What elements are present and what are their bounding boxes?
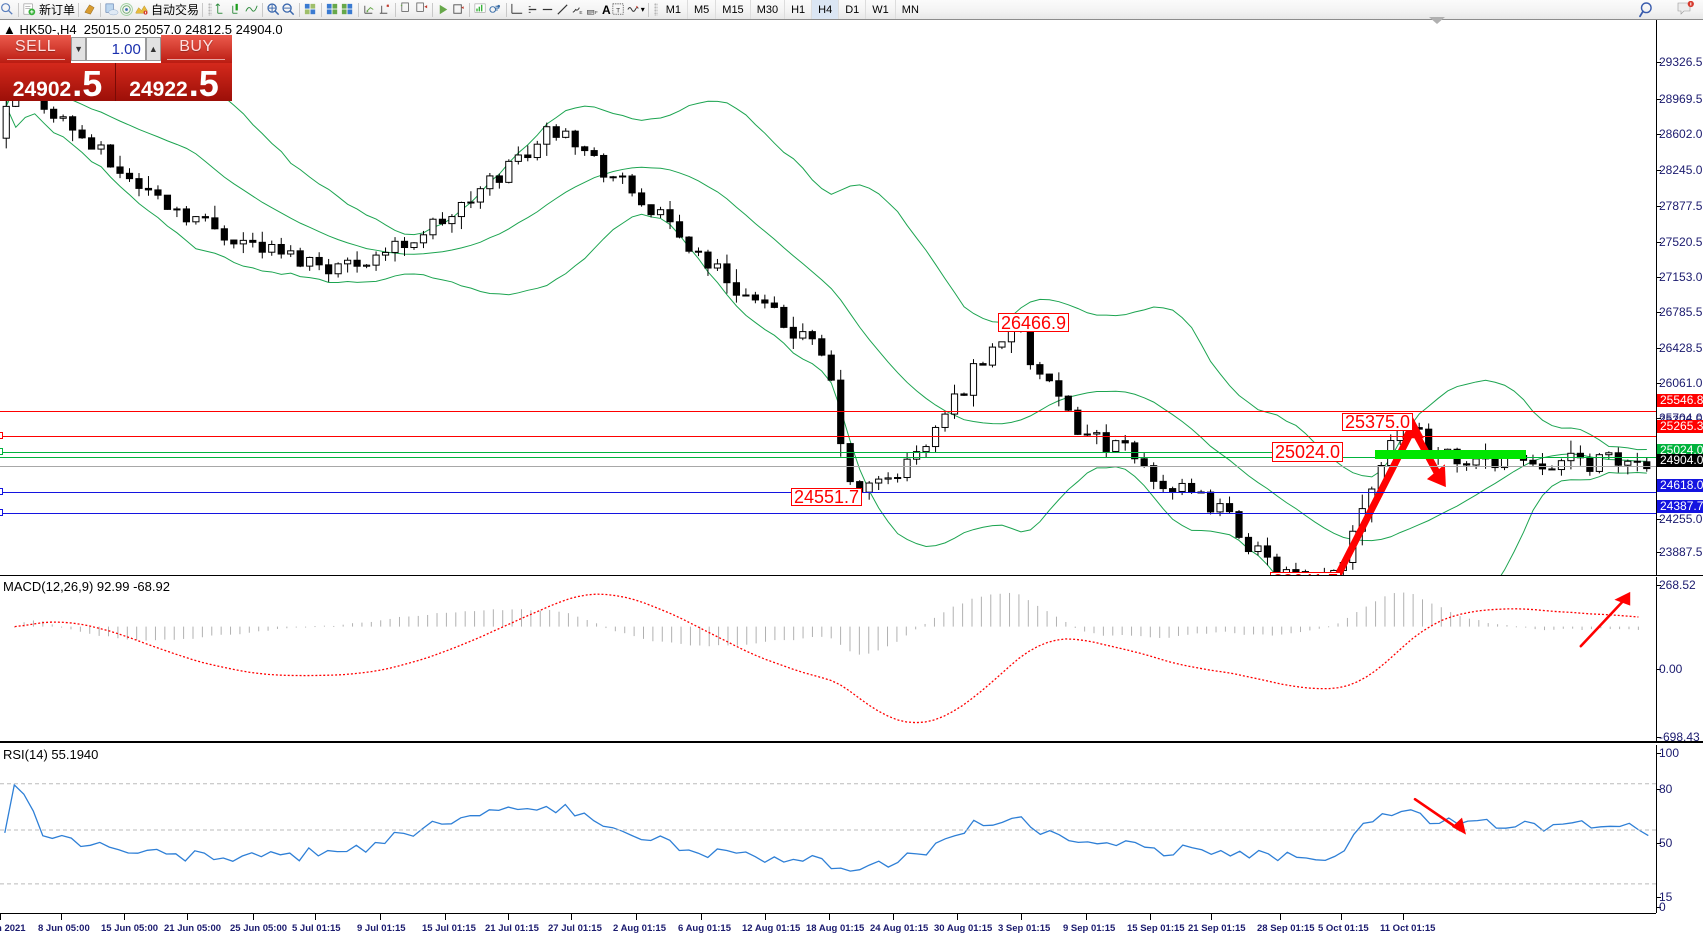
svg-text:T: T	[616, 7, 620, 14]
svg-text:F: F	[595, 10, 598, 15]
svg-text:E: E	[579, 10, 582, 15]
